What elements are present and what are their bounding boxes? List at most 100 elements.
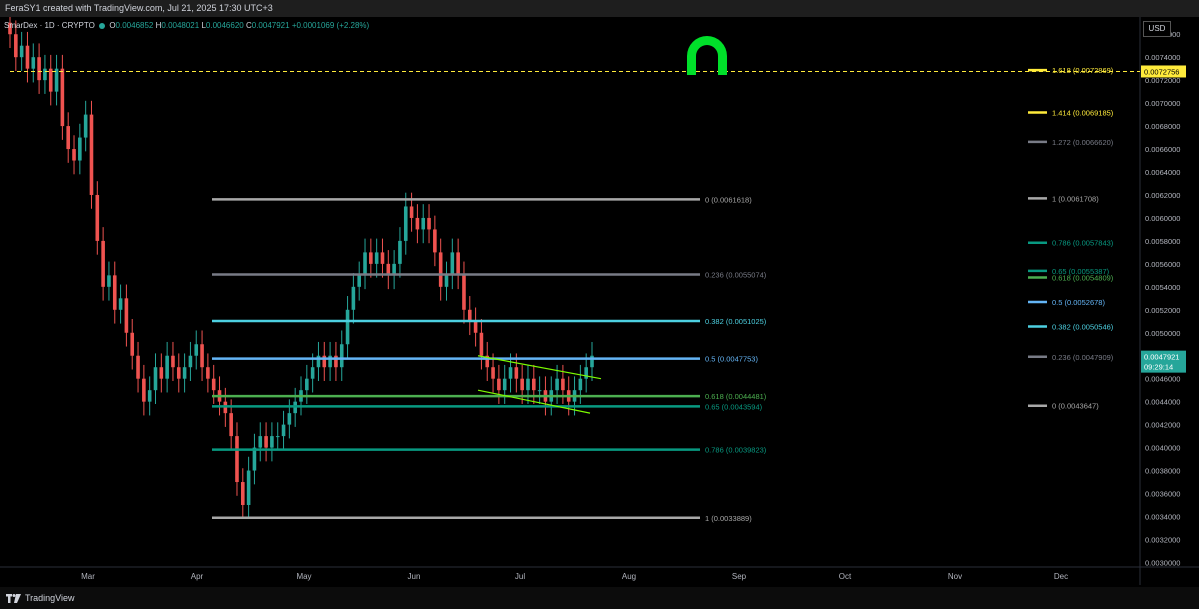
candle-body [537, 390, 542, 392]
candle-body [386, 263, 391, 276]
candle-body [19, 45, 24, 58]
horseshoe-logo-icon [687, 36, 727, 75]
candle-body [427, 217, 431, 230]
y-tick-label: 0.0040000 [1145, 444, 1180, 453]
y-tick-label: 0.0070000 [1145, 99, 1180, 108]
candle-body [95, 194, 100, 241]
candle-body [339, 344, 344, 368]
y-tick-label: 0.0032000 [1145, 535, 1180, 544]
candle-body [473, 321, 478, 333]
tradingview-logo-icon [6, 593, 21, 603]
horseshoe-shape [687, 36, 727, 75]
candle-body [165, 355, 169, 379]
candle-body [357, 275, 361, 287]
candle-body [66, 126, 70, 150]
candle-body [479, 332, 484, 356]
chart-area[interactable]: 0.00760000.00740000.00720000.00700000.00… [0, 8, 1199, 585]
ohlc-legend: SmarDex · 1D · CRYPTO O0.0046852 H0.0048… [4, 21, 369, 30]
candle-body [153, 367, 158, 391]
candle-body [287, 413, 292, 425]
legend-high: 0.0048021 [161, 21, 200, 30]
candle-body [142, 378, 146, 402]
x-tick-label: Apr [191, 572, 204, 581]
fib-level-label: 0 (0.0061618) [705, 195, 752, 204]
candle-body [130, 332, 135, 356]
candle-body [182, 367, 187, 379]
candle-body [235, 436, 239, 483]
y-tick-label: 0.0052000 [1145, 306, 1180, 315]
dashed-level-badge [1141, 65, 1186, 78]
candle-body [462, 275, 466, 310]
candle-body [398, 240, 402, 264]
chart-credit: FeraSY1 created with TradingView.com, Ju… [0, 0, 1199, 17]
candle-body [171, 355, 175, 368]
x-tick-label: Aug [622, 572, 636, 581]
candle-body [147, 390, 152, 402]
legend-open-label: O [109, 21, 116, 30]
candle-body [502, 378, 507, 391]
candle-body [37, 57, 41, 81]
legend-change: +0.0001069 (+2.28%) [291, 21, 370, 30]
y-tick-label: 0.0066000 [1145, 145, 1180, 154]
candle-body [514, 367, 519, 379]
y-tick-label: 0.0074000 [1145, 53, 1180, 62]
candle-body [415, 217, 420, 230]
candle-body [438, 252, 443, 287]
x-tick-label: Jun [408, 572, 421, 581]
candle-body [8, 22, 12, 35]
candle-body [485, 355, 490, 368]
y-tick-label: 0.0064000 [1145, 168, 1180, 177]
candle-body [310, 367, 315, 379]
y-tick-label: 0.0058000 [1145, 237, 1180, 246]
candle-body [78, 137, 82, 161]
candle-body [316, 355, 321, 368]
candle-body [43, 68, 47, 81]
candle-body [351, 286, 356, 310]
legend-low-label: L [201, 21, 206, 30]
y-tick-label: 0.0060000 [1145, 214, 1180, 223]
candle-body [89, 114, 94, 195]
legend-close-label: C [245, 21, 252, 30]
candle-body [101, 240, 105, 287]
fib-ext-label: 1 (0.0061708) [1052, 194, 1099, 203]
candle-body [561, 378, 565, 391]
fib-level-label: 0.618 (0.0044481) [705, 392, 767, 401]
y-tick-label: 0.0030000 [1145, 558, 1180, 567]
candle-body [497, 378, 501, 391]
candle-body [136, 355, 140, 379]
candle-body [403, 206, 408, 241]
candle-body [241, 482, 245, 505]
candle-body [380, 252, 385, 264]
candle-body [54, 68, 59, 92]
fib-level-label: 0.786 (0.0039823) [705, 446, 767, 455]
price-chart[interactable]: 0.00760000.00740000.00720000.00700000.00… [0, 8, 1199, 585]
fib-ext-label: 1.414 (0.0069185) [1052, 108, 1114, 117]
candle-body [590, 355, 594, 368]
fib-level-label: 0.65 (0.0043594) [705, 402, 763, 411]
candle-body [264, 436, 268, 448]
footer-brand-label: TradingView [25, 593, 75, 603]
y-tick-label: 0.0054000 [1145, 283, 1180, 292]
candle-body [305, 378, 309, 391]
candle-body [532, 378, 536, 391]
y-tick-label: 0.0044000 [1145, 398, 1180, 407]
candle-body [176, 367, 181, 379]
legend-open: 0.0046852 [115, 21, 154, 30]
tradingview-brand[interactable]: TradingView [6, 593, 75, 603]
candle-body [456, 252, 460, 276]
y-tick-label: 0.0056000 [1145, 260, 1180, 269]
fib-level-label: 0.236 (0.0055074) [705, 271, 767, 280]
x-tick-label: May [296, 572, 311, 581]
candle-countdown: 09:29:14 [1144, 363, 1173, 372]
candle-body [363, 252, 367, 276]
y-tick-label: 0.0068000 [1145, 122, 1180, 131]
wedge-lower-line [477, 389, 591, 414]
candle-body [211, 378, 216, 391]
candle-body [374, 252, 379, 264]
candle-body [328, 355, 332, 368]
currency-selector[interactable]: USD [1143, 21, 1171, 37]
candle-body [159, 367, 164, 379]
candle-body [421, 217, 426, 230]
candle-body [107, 275, 111, 287]
y-tick-label: 0.0036000 [1145, 490, 1180, 499]
